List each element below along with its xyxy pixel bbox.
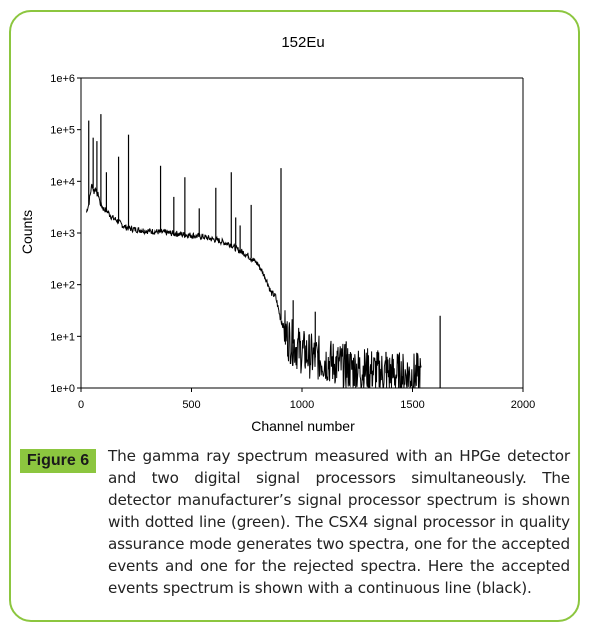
y-tick-label: 1e+4 <box>50 176 75 188</box>
chart-title: 152Eu <box>281 34 324 51</box>
y-tick-label: 1e+1 <box>50 331 75 343</box>
x-tick-label: 500 <box>182 399 200 411</box>
spectrum-line <box>86 183 422 389</box>
series-group <box>86 114 441 389</box>
y-axis-ticks: 1e+0 1e+1 1e+2 1e+3 1e+4 1e+5 1e+6 <box>50 73 81 395</box>
x-axis-ticks: 0 500 1000 1500 2000 <box>78 388 535 411</box>
y-tick-label: 1e+2 <box>50 280 75 292</box>
x-tick-label: 2000 <box>511 399 535 411</box>
y-tick-label: 1e+6 <box>50 73 75 85</box>
y-axis-label: Counts <box>19 210 35 254</box>
x-tick-label: 1500 <box>400 399 424 411</box>
figure-frame <box>9 10 580 622</box>
caption-text: The gamma ray spectrum measured with an … <box>108 447 570 597</box>
figure-label: Figure 6 <box>20 449 96 473</box>
y-tick-label: 1e+3 <box>50 228 75 240</box>
x-tick-label: 0 <box>78 399 84 411</box>
y-tick-label: 1e+0 <box>50 383 75 395</box>
spectrum-chart: 152Eu 1e+0 1e+1 1e+2 1e+3 1e+4 1e+5 1e+6 0 500 1… <box>19 34 535 434</box>
y-tick-label: 1e+5 <box>50 125 75 137</box>
x-tick-label: 1000 <box>290 399 314 411</box>
x-axis-label: Channel number <box>251 418 355 434</box>
